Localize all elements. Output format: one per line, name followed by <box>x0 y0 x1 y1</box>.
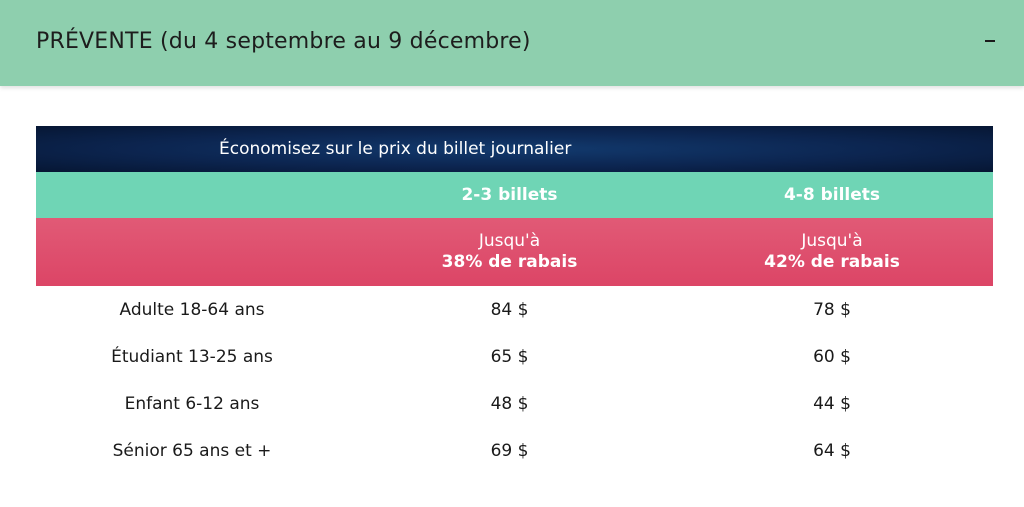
discount-value: 42% de rabais <box>764 252 900 272</box>
category-label: Enfant 6-12 ans <box>124 393 260 414</box>
quantity-header: 4-8 billets <box>671 172 993 218</box>
discount-value: 38% de rabais <box>441 252 578 272</box>
collapse-button[interactable] <box>982 24 1004 54</box>
empty-cell <box>36 172 348 218</box>
price-cell: 48 $ <box>490 393 529 414</box>
price-cell: 65 $ <box>490 346 529 367</box>
table-row: Sénior 65 ans et + 69 $ 64 $ <box>36 427 993 474</box>
category-label: Adulte 18-64 ans <box>119 299 265 320</box>
discount-cell: Jusqu'à 42% de rabais <box>671 218 993 286</box>
accordion-header[interactable]: PRÉVENTE (du 4 septembre au 9 décembre) <box>0 0 1024 86</box>
table-banner: Économisez sur le prix du billet journal… <box>36 126 993 172</box>
discount-row: Jusqu'à 38% de rabais Jusqu'à 42% de rab… <box>36 218 993 286</box>
discount-prefix: Jusqu'à <box>801 231 863 251</box>
accordion-title: PRÉVENTE (du 4 septembre au 9 décembre) <box>36 29 531 54</box>
category-label: Sénior 65 ans et + <box>112 440 272 461</box>
price-cell: 84 $ <box>490 299 529 320</box>
table-row: Étudiant 13-25 ans 65 $ 60 $ <box>36 333 993 380</box>
minus-icon <box>985 40 995 42</box>
discount-prefix: Jusqu'à <box>478 231 541 251</box>
empty-cell <box>36 218 348 286</box>
table-row: Enfant 6-12 ans 48 $ 44 $ <box>36 380 993 427</box>
price-cell: 60 $ <box>813 346 851 367</box>
quantity-header: 2-3 billets <box>348 172 671 218</box>
discount-cell: Jusqu'à 38% de rabais <box>348 218 671 286</box>
price-cell: 78 $ <box>813 299 851 320</box>
table-row: Adulte 18-64 ans 84 $ 78 $ <box>36 286 993 333</box>
price-cell: 64 $ <box>813 440 851 461</box>
table-banner-row: Économisez sur le prix du billet journal… <box>36 126 993 172</box>
price-table: Économisez sur le prix du billet journal… <box>36 126 993 474</box>
category-label: Étudiant 13-25 ans <box>111 346 273 367</box>
price-cell: 44 $ <box>813 393 851 414</box>
quantity-row: 2-3 billets 4-8 billets <box>36 172 993 218</box>
price-cell: 69 $ <box>490 440 529 461</box>
